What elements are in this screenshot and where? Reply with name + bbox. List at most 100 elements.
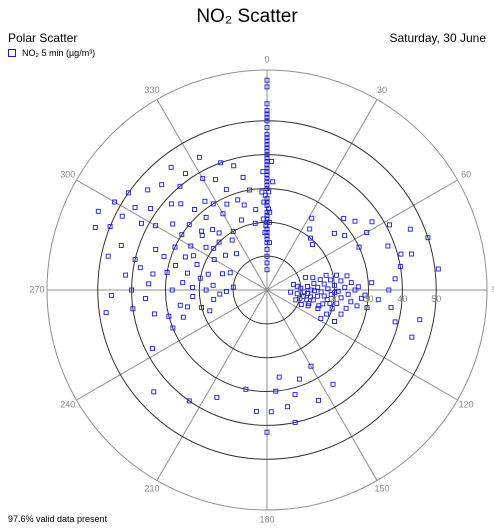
data-point	[132, 257, 138, 262]
data-point	[220, 211, 226, 217]
data-point	[264, 175, 270, 181]
data-point	[332, 319, 337, 324]
data-point	[301, 289, 307, 295]
data-point	[223, 288, 229, 294]
date-label: Saturday, 30 June	[389, 31, 486, 45]
data-point	[180, 314, 186, 320]
data-point	[352, 218, 358, 224]
data-point	[328, 277, 333, 283]
data-point	[231, 163, 237, 169]
data-point	[192, 207, 197, 212]
data-point	[409, 251, 414, 257]
data-point	[200, 176, 206, 182]
data-point	[159, 182, 165, 188]
data-point	[354, 303, 360, 309]
spoke-120	[266, 289, 458, 401]
data-point	[315, 306, 321, 311]
data-point	[264, 267, 270, 273]
legend-marker-swatch	[8, 49, 16, 57]
data-point	[130, 306, 136, 312]
data-point	[392, 319, 398, 325]
data-point	[260, 216, 266, 222]
ring-40	[131, 154, 403, 426]
data-point	[260, 169, 266, 175]
angle-label-90: 90	[492, 284, 494, 294]
data-point	[170, 221, 176, 227]
data-point	[172, 244, 178, 250]
data-point	[161, 254, 167, 259]
spoke-240	[76, 289, 268, 401]
data-point	[223, 187, 229, 193]
data-point	[316, 397, 321, 403]
data-point	[409, 334, 415, 340]
data-point	[149, 345, 155, 351]
data-point	[343, 305, 349, 311]
data-point	[224, 201, 230, 207]
data-point	[216, 230, 222, 236]
spoke-30	[266, 99, 378, 291]
data-point	[264, 131, 270, 137]
data-point	[112, 199, 118, 205]
legend: NO₂ 5 min (µg/m³)	[8, 48, 95, 58]
data-point	[316, 303, 322, 309]
data-point	[334, 272, 339, 278]
data-point	[264, 179, 270, 185]
radial-label-50: 50	[431, 294, 441, 304]
data-point	[199, 233, 205, 239]
data-point	[264, 162, 270, 168]
data-point	[264, 213, 270, 218]
radial-label-10: 10	[296, 294, 306, 304]
spoke-60	[266, 179, 458, 291]
data-point	[305, 284, 310, 289]
data-point	[210, 227, 216, 233]
data-point	[387, 222, 392, 228]
data-point	[153, 247, 159, 252]
data-point	[203, 244, 209, 250]
data-point	[186, 398, 192, 404]
data-point	[143, 296, 148, 301]
data-point	[178, 201, 184, 207]
data-point	[151, 311, 157, 317]
data-point	[203, 287, 209, 293]
angle-label-210: 210	[144, 484, 159, 494]
data-point	[211, 296, 217, 302]
data-point	[186, 222, 192, 228]
data-point	[243, 386, 249, 392]
data-point	[137, 265, 143, 271]
data-point	[123, 272, 129, 278]
chart-subtitle: Polar Scatter	[8, 31, 78, 45]
data-point	[310, 275, 316, 281]
page-title: NO₂ Scatter	[196, 6, 298, 27]
data-point	[338, 278, 344, 284]
data-point	[308, 363, 314, 369]
data-point	[217, 291, 223, 297]
data-point	[230, 228, 236, 234]
data-point	[311, 280, 317, 286]
angle-label-0: 0	[264, 54, 269, 64]
data-point	[151, 389, 157, 395]
data-point	[153, 223, 159, 229]
data-point	[205, 271, 211, 277]
data-point	[264, 209, 270, 215]
data-point	[264, 260, 270, 266]
legend-label: NO₂ 5 min (µg/m³)	[22, 48, 96, 58]
data-point	[229, 237, 235, 243]
data-point	[196, 154, 202, 160]
data-point	[264, 114, 270, 120]
data-point	[239, 217, 244, 223]
data-point	[199, 228, 205, 234]
ring-30	[164, 187, 370, 393]
data-point	[352, 287, 358, 293]
data-point	[330, 381, 336, 387]
data-point	[341, 215, 347, 221]
data-point	[213, 177, 218, 183]
data-point	[220, 271, 225, 277]
data-point	[264, 142, 270, 147]
spoke-150	[266, 289, 378, 481]
data-point	[318, 316, 324, 322]
data-point	[218, 160, 224, 166]
data-point	[264, 152, 270, 158]
data-point	[169, 287, 175, 293]
data-point	[398, 251, 404, 257]
